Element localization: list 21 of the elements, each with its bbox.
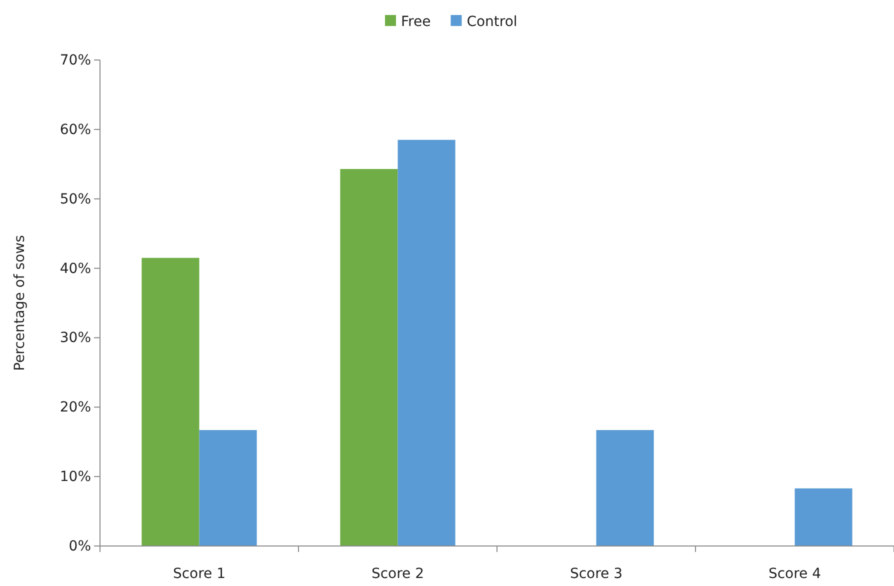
x-tick-label: Score 4	[768, 566, 822, 582]
legend-label: Control	[466, 14, 518, 30]
bar	[794, 488, 852, 546]
bar	[596, 430, 654, 546]
y-tick-label: 60%	[60, 122, 91, 138]
y-tick-label: 20%	[60, 400, 91, 416]
y-tick-label: 40%	[60, 260, 91, 277]
y-axis-title: Percentage of sows	[12, 235, 28, 371]
bar	[340, 169, 398, 546]
x-tick-label: Score 1	[172, 566, 226, 582]
legend-label: Free	[401, 14, 431, 30]
y-tick-label: 70%	[60, 52, 91, 68]
bar	[142, 258, 200, 546]
bar	[199, 430, 257, 546]
x-tick-label: Score 2	[371, 566, 424, 582]
y-tick-label: 10%	[60, 469, 91, 486]
bar	[398, 140, 456, 546]
y-tick-label: 30%	[60, 330, 91, 346]
x-tick-label: Score 3	[570, 566, 623, 582]
y-tick-label: 50%	[60, 191, 91, 208]
y-tick-label: 0%	[68, 538, 91, 554]
